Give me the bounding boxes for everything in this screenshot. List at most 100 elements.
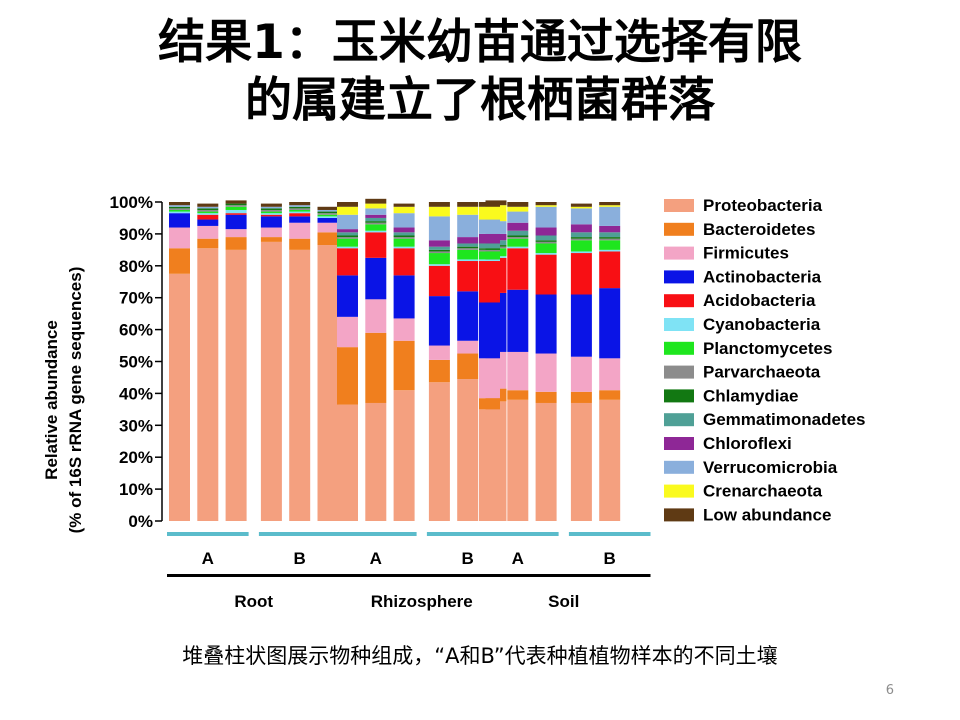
bar-segment-proteobacteria <box>225 249 247 521</box>
legend: Proteobacteria Bacteroidetes Firmicutes Act… <box>664 196 866 524</box>
bar-segment-planctomycetes <box>197 211 219 214</box>
bar-segment-crenarchaeota <box>535 205 557 207</box>
bar-segment-proteobacteria <box>428 382 450 521</box>
bar-segment-actinobacteria <box>337 275 358 317</box>
bar-segment-chlamydiae <box>169 206 190 209</box>
bar-segment-parvarchaeota <box>570 238 592 241</box>
bar-segment-cyanobacteria <box>197 213 219 215</box>
bar-segment-low-abundance <box>365 198 387 204</box>
bar-segment-actinobacteria <box>428 296 450 346</box>
bar-segment-chlamydiae <box>317 211 339 214</box>
subgroup-bracket <box>167 532 249 536</box>
bar-segment-acidobacteria <box>599 251 621 289</box>
bar-segment-gemmatimonadetes <box>479 243 500 249</box>
bar-segment-bacteroidetes <box>428 359 450 383</box>
bar-segment-chlamydiae <box>289 206 311 209</box>
bar-segment-chlamydiae <box>337 235 358 238</box>
legend-swatch <box>664 484 694 498</box>
bar-segment-cyanobacteria <box>535 253 557 255</box>
bar-segment-gemmatimonadetes <box>365 217 387 222</box>
bar-segment-firmicutes <box>570 356 592 392</box>
bar-segment-planctomycetes <box>535 243 557 254</box>
bar-segment-proteobacteria <box>479 409 500 521</box>
y-tick-label: 80% <box>119 257 153 276</box>
bar-segment-actinobacteria <box>365 257 387 300</box>
bar-segment-chlamydiae <box>260 208 282 210</box>
bar-segment-actinobacteria <box>535 294 557 354</box>
legend-swatch <box>664 199 694 212</box>
bar-segment-chloroflexi <box>365 214 387 218</box>
bar-segment-firmicutes <box>393 318 415 341</box>
legend-label: Parvarchaeota <box>703 363 821 382</box>
legend-swatch <box>664 460 694 474</box>
y-tick-label: 30% <box>119 416 153 435</box>
y-tick-label: 10% <box>119 480 153 499</box>
y-tick-label: 50% <box>119 353 153 372</box>
bar-segment-bacteroidetes <box>337 347 358 405</box>
bar-segment-acidobacteria <box>337 248 358 276</box>
bar-segment-verrucomicrobia <box>197 206 219 209</box>
bar-segment-crenarchaeota <box>479 206 500 220</box>
bar-segment-bacteroidetes <box>289 238 311 250</box>
bar-segment-proteobacteria <box>507 399 529 521</box>
bar-segment-crenarchaeota <box>365 203 387 209</box>
subgroup-label: B <box>604 549 616 568</box>
bar-segment-parvarchaeota <box>507 237 529 239</box>
bar-segment-actinobacteria <box>457 291 479 341</box>
group-bracket <box>477 574 651 577</box>
bar-segment-low-abundance <box>289 202 311 206</box>
bar-segment-acidobacteria <box>289 213 311 217</box>
bar-segment-chlamydiae <box>225 203 247 206</box>
bar-segment-acidobacteria <box>507 248 529 290</box>
bar-segment-firmicutes <box>428 345 450 360</box>
bar-segment-verrucomicrobia <box>289 205 311 207</box>
y-tick-label: 90% <box>119 225 153 244</box>
subgroup-bracket <box>568 532 651 536</box>
bar-segment-cyanobacteria <box>317 216 339 218</box>
bar-segment-firmicutes <box>457 340 479 354</box>
legend-label: Chlamydiae <box>703 386 798 405</box>
bar-segment-chlamydiae <box>599 237 621 239</box>
bar-segment-parvarchaeota <box>317 213 339 215</box>
bar-segment-bacteroidetes <box>479 398 500 410</box>
slide-caption: 堆叠柱状图展示物种组成，“A和B”代表种植植物样本的不同土壤 <box>182 644 778 668</box>
bar-segment-planctomycetes <box>169 209 190 212</box>
bar-segment-acidobacteria <box>428 265 450 297</box>
bar-segment-low-abundance <box>260 203 282 207</box>
subgroup-label: A <box>512 549 524 568</box>
bar-segment-gemmatimonadetes <box>428 246 450 250</box>
legend-label: Crenarchaeota <box>703 482 823 501</box>
bar-segment-chloroflexi <box>570 224 592 233</box>
bar-segment-crenarchaeota <box>337 206 358 215</box>
bar-segment-actinobacteria <box>599 288 621 359</box>
bar-segment-cyanobacteria <box>169 211 190 214</box>
bar-segment-verrucomicrobia <box>317 209 339 212</box>
bar-segment-acidobacteria <box>535 254 557 295</box>
bar-segment-verrucomicrobia <box>457 214 479 238</box>
bar-segment-verrucomicrobia <box>535 206 557 228</box>
bar-segment-cyanobacteria <box>260 213 282 215</box>
bar-segment-crenarchaeota <box>570 206 592 209</box>
bar-segment-firmicutes <box>197 225 219 239</box>
bar-segment-cyanobacteria <box>289 211 311 214</box>
subgroup-bracket <box>258 532 341 536</box>
x-axis-groups: A B Root A B Rhizosphere A B Soil <box>167 532 651 611</box>
legend-swatch <box>664 270 694 284</box>
bar-segment-chlamydiae <box>507 235 529 238</box>
bar-segment-proteobacteria <box>457 379 479 521</box>
bar-segment-acidobacteria <box>570 253 592 295</box>
group-bracket <box>335 574 509 577</box>
bar-segment-proteobacteria <box>599 399 621 521</box>
bar-segment-proteobacteria <box>570 402 592 521</box>
bar-segment-verrucomicrobia <box>169 205 190 207</box>
y-tick-label: 60% <box>119 321 153 340</box>
legend-swatch <box>664 222 694 236</box>
legend-swatch <box>664 437 694 450</box>
bar-segment-low-abundance <box>570 203 592 207</box>
bar-segment-parvarchaeota <box>260 209 282 212</box>
bar-segment-firmicutes <box>479 358 500 399</box>
bar-segment-gemmatimonadetes <box>599 232 621 238</box>
bar-segment-firmicutes <box>599 358 621 391</box>
page-number: 6 <box>885 683 894 698</box>
bar-segment-crenarchaeota <box>393 206 415 214</box>
